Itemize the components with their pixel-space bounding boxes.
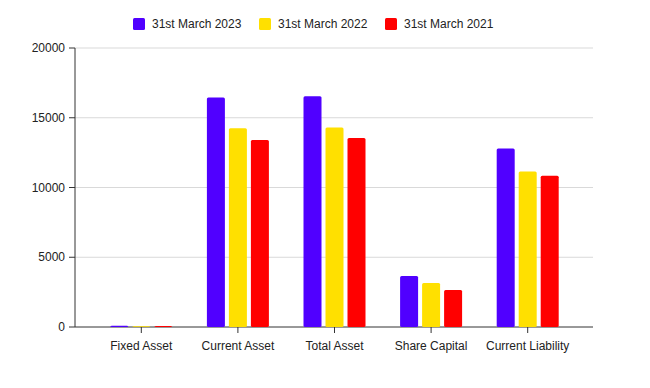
- y-tick-label: 5000: [38, 250, 65, 264]
- y-tick: [69, 117, 75, 118]
- x-tick-label: Fixed Asset: [110, 339, 173, 353]
- bar: [110, 326, 128, 327]
- bar: [304, 96, 322, 327]
- grid-line: [75, 48, 593, 49]
- bar: [207, 98, 225, 327]
- bar: [348, 138, 366, 327]
- bars: [110, 96, 558, 327]
- bar: [154, 326, 172, 327]
- bar: [229, 128, 247, 327]
- legend-swatch: [385, 18, 397, 30]
- y-axis: [75, 48, 76, 327]
- y-tick-label: 20000: [32, 41, 66, 55]
- x-tick: [141, 327, 142, 333]
- x-tick: [334, 327, 335, 333]
- legend-swatch: [259, 18, 271, 30]
- y-tick: [69, 48, 75, 49]
- bar: [497, 148, 515, 327]
- y-tick: [69, 257, 75, 258]
- bar: [422, 283, 440, 327]
- bar: [400, 276, 418, 327]
- legend-label: 31st March 2021: [404, 17, 494, 31]
- chart-container: 0 5000 10000 15000 20000 Fixed Asset Current A…: [0, 0, 650, 388]
- y-tick: [69, 327, 75, 328]
- x-tick-label: Current Liability: [486, 339, 569, 353]
- bar: [444, 290, 462, 327]
- bar: [541, 176, 559, 327]
- bar: [326, 128, 344, 327]
- bar: [251, 140, 269, 327]
- legend: 31st March 2023 31st March 2022 31st March…: [133, 17, 494, 31]
- chart: 0 5000 10000 15000 20000 Fixed Asset Current A…: [0, 0, 650, 388]
- legend-swatch: [133, 18, 145, 30]
- x-tick-label: Total Asset: [305, 339, 364, 353]
- bar: [132, 326, 150, 327]
- x-tick: [527, 327, 528, 333]
- bar: [519, 171, 537, 327]
- legend-label: 31st March 2022: [278, 17, 368, 31]
- y-tick: [69, 187, 75, 188]
- y-tick-label: 0: [58, 320, 65, 334]
- x-tick-label: Share Capital: [395, 339, 468, 353]
- y-tick-label: 15000: [32, 111, 66, 125]
- grid-line: [75, 117, 593, 118]
- y-tick-label: 10000: [32, 181, 66, 195]
- x-tick-label: Current Asset: [202, 339, 275, 353]
- x-tick: [237, 327, 238, 333]
- legend-label: 31st March 2023: [152, 17, 242, 31]
- x-tick: [431, 327, 432, 333]
